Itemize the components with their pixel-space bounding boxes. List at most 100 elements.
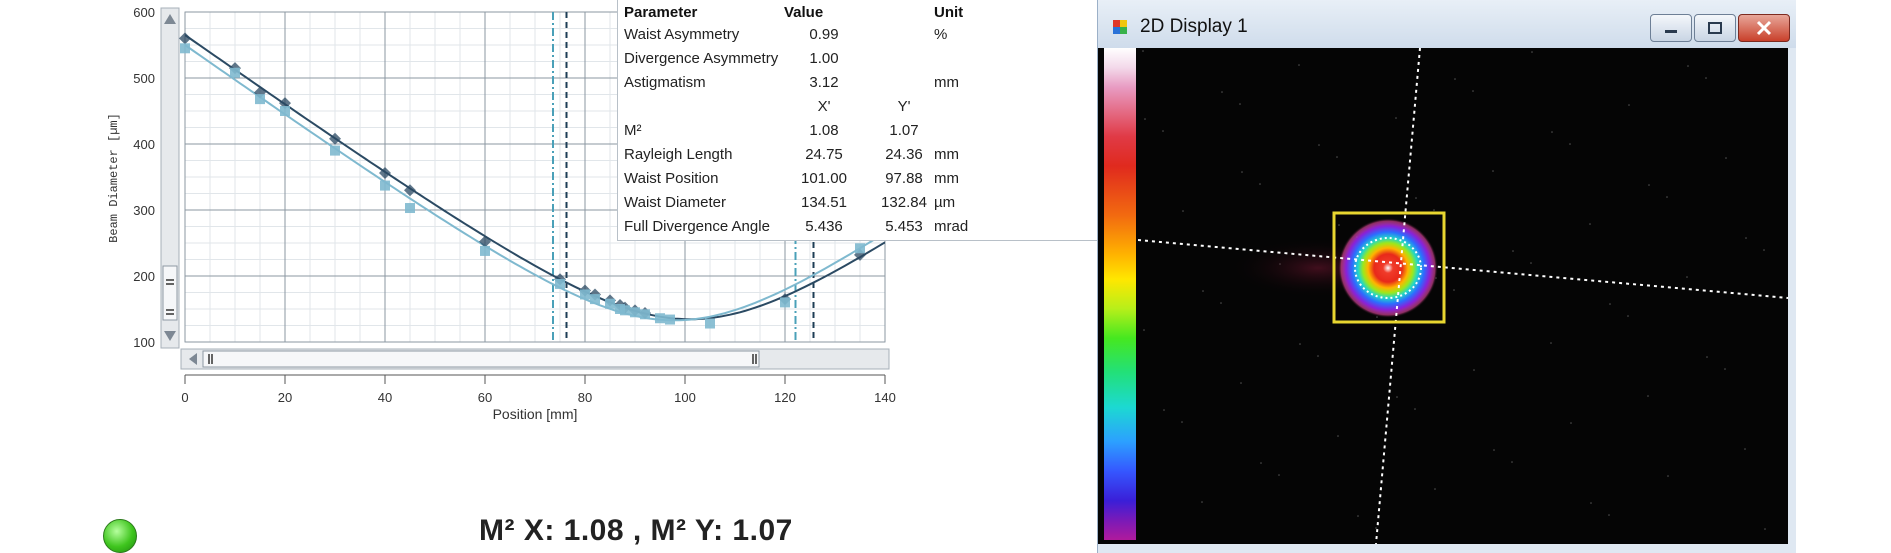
data-point — [630, 307, 640, 318]
noise-dot — [1162, 130, 1164, 132]
window-title-bar[interactable]: 2D Display 1 — [1098, 0, 1796, 48]
data-point — [380, 180, 390, 191]
row-value-x: X' — [817, 98, 831, 115]
row-value-y: 132.84 — [881, 194, 927, 211]
x-tick-label: 100 — [674, 390, 696, 405]
row-value-x: 134.51 — [801, 194, 847, 211]
x-tick-label: 40 — [378, 390, 392, 405]
row-parameter: M² — [624, 122, 642, 139]
data-point — [780, 297, 790, 308]
x-tick-label: 140 — [874, 390, 896, 405]
row-value-y: 1.07 — [889, 122, 919, 139]
noise-dot — [1202, 290, 1204, 292]
row-value-y: 24.36 — [885, 146, 923, 163]
noise-dot — [1259, 183, 1261, 185]
row-value-y: 97.88 — [885, 170, 923, 187]
data-point — [405, 203, 415, 214]
data-point — [179, 32, 191, 45]
data-point — [580, 289, 590, 300]
table-row: Waist Diameter 134.51 132.84 µm — [624, 192, 1140, 214]
y-tick-label: 200 — [133, 269, 155, 284]
table-row: Rayleigh Length 24.75 24.36 mm — [624, 144, 1140, 166]
horizontal-scroll-thumb — [202, 350, 760, 368]
y-tick-label: 100 — [133, 335, 155, 350]
noise-dot — [1454, 78, 1456, 80]
noise-dot — [1628, 104, 1630, 106]
vertical-scroll-thumb — [162, 265, 178, 321]
noise-dot — [1590, 502, 1592, 504]
noise-dot — [1764, 528, 1766, 530]
display-window: 2D Display 1 — [1097, 0, 1796, 553]
noise-dot — [1492, 170, 1494, 172]
noise-dot — [1687, 65, 1689, 67]
noise-dot — [1318, 144, 1320, 146]
row-value-x: 3.12 — [809, 74, 839, 91]
status-indicator — [103, 519, 137, 553]
noise-dot — [1239, 103, 1241, 105]
minimize-button[interactable] — [1650, 14, 1692, 42]
noise-dot — [1570, 422, 1572, 424]
noise-dot — [1338, 224, 1340, 226]
noise-dot — [1725, 157, 1727, 159]
restore-icon — [1708, 22, 1722, 34]
roi-box — [1332, 211, 1446, 324]
noise-dot — [1763, 249, 1765, 251]
data-point — [605, 298, 615, 309]
scroll-up-icon — [164, 14, 176, 24]
noise-dot — [1163, 409, 1165, 411]
scroll-grip-icon — [208, 354, 757, 364]
data-point — [230, 67, 240, 78]
table-row: Waist Asymmetry 0.99% — [624, 24, 1140, 46]
noise-dot — [1144, 118, 1146, 120]
noise-dot — [1299, 343, 1301, 345]
row-parameter: Rayleigh Length — [624, 146, 733, 163]
table-row: Divergence Asymmetry 1.00 — [624, 48, 1140, 70]
fit-curve — [185, 34, 885, 321]
noise-dot — [1589, 223, 1591, 225]
data-point — [705, 318, 715, 329]
noise-dot — [1433, 209, 1435, 211]
x-tick-label: 20 — [278, 390, 292, 405]
color-scale-bar — [1104, 48, 1136, 540]
y-axis-label: Beam Diameter [µm] — [107, 113, 121, 243]
row-unit: µm — [934, 194, 956, 211]
data-point — [480, 245, 490, 256]
noise-dot — [1512, 250, 1514, 252]
row-parameter: Waist Asymmetry — [624, 26, 740, 43]
row-parameter: Full Divergence Angle — [624, 218, 770, 235]
vertical-scrollbar — [160, 7, 180, 349]
scroll-left-icon — [189, 353, 197, 365]
noise-dot — [1686, 276, 1688, 278]
noise-dot — [1181, 421, 1183, 423]
noise-dot — [1531, 51, 1533, 53]
scroll-down-icon — [164, 331, 176, 341]
noise-dot — [1745, 237, 1747, 239]
noise-dot — [1608, 514, 1610, 516]
x-tick-label: 60 — [478, 390, 492, 405]
data-point — [855, 243, 865, 254]
table-row: X' Y' — [624, 96, 1140, 118]
row-unit: % — [934, 26, 948, 43]
beam-display[interactable] — [1098, 48, 1788, 544]
noise-dot — [1609, 303, 1611, 305]
m2-summary: M² X: 1.08 , M² Y: 1.07 — [479, 514, 793, 547]
app-window-icon — [1113, 20, 1127, 34]
data-point — [665, 314, 675, 325]
row-unit: mm — [934, 170, 959, 187]
y-tick-label: 300 — [133, 203, 155, 218]
restore-button[interactable] — [1694, 14, 1736, 42]
noise-dot — [1336, 156, 1338, 158]
noise-dot — [1357, 515, 1359, 517]
x-tick-label: 80 — [578, 390, 592, 405]
row-value-y: 5.453 — [885, 218, 923, 235]
table-header-row: Parameter Value Unit — [624, 2, 1140, 24]
noise-dot — [1434, 488, 1436, 490]
y-tick-label: 400 — [133, 137, 155, 152]
fit-curve — [185, 44, 885, 322]
data-point — [404, 184, 416, 197]
close-button[interactable] — [1738, 14, 1790, 42]
noise-dot — [1298, 64, 1300, 66]
row-unit: mrad — [934, 218, 969, 235]
noise-dot — [1667, 475, 1669, 477]
noise-dot — [1648, 184, 1650, 186]
